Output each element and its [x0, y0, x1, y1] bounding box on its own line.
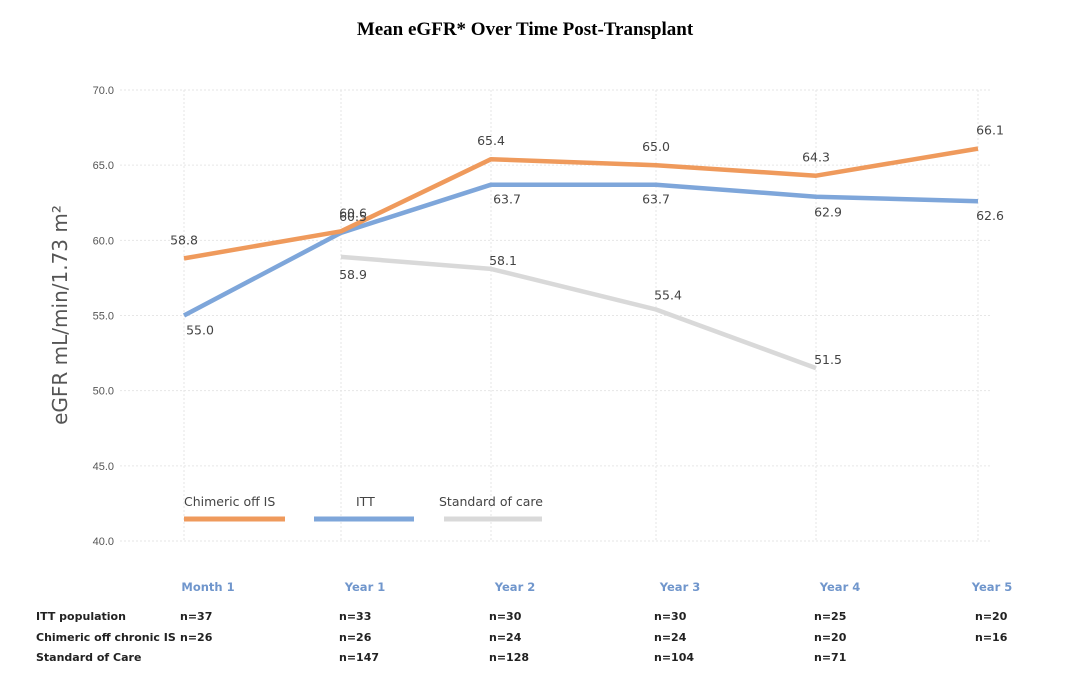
- n-table-cell: n=30: [654, 610, 687, 623]
- n-table-row-label: Chimeric off chronic IS: [36, 631, 176, 644]
- y-tick-label: 60.0: [93, 235, 114, 247]
- x-category-label: Year 4: [819, 580, 861, 594]
- data-label: 58.9: [339, 267, 367, 282]
- n-table-cell: n=37: [180, 610, 212, 623]
- n-table-cell: n=16: [975, 631, 1008, 644]
- data-label: 62.9: [814, 205, 842, 220]
- legend-label: Standard of care: [439, 494, 543, 509]
- n-table-cell: n=71: [814, 651, 846, 664]
- x-category-label: Month 1: [181, 580, 234, 594]
- n-table-cell: n=147: [339, 651, 379, 664]
- data-label: 55.4: [654, 287, 682, 302]
- n-table-cell: n=24: [489, 631, 522, 644]
- data-label: 63.7: [493, 192, 521, 207]
- data-label: 60.5: [339, 209, 367, 224]
- legend: Chimeric off IS ITT Standard of care: [184, 494, 543, 522]
- x-axis-categories: Month 1 Year 1 Year 2 Year 3 Year 4 Year 5: [181, 580, 1012, 594]
- data-label: 60.6: [339, 205, 367, 220]
- legend-label: Chimeric off IS: [184, 494, 275, 509]
- data-label: 58.8: [170, 232, 198, 247]
- n-table-cell: n=128: [489, 651, 529, 664]
- series-lines: [182, 146, 979, 371]
- data-label: 58.1: [489, 253, 517, 268]
- chart-title: Mean eGFR* Over Time Post-Transplant: [357, 19, 694, 40]
- series-line-chimeric-off-is: [183, 146, 979, 261]
- data-label: 55.0: [186, 323, 214, 338]
- x-category-label: Year 5: [971, 580, 1013, 594]
- n-table-cell: n=33: [339, 610, 371, 623]
- x-category-label: Year 3: [659, 580, 701, 594]
- data-label: 63.7: [642, 192, 670, 207]
- series-line-standard-of-care: [340, 254, 817, 371]
- n-table-cell: n=104: [654, 651, 694, 664]
- n-table-cell: n=30: [489, 610, 522, 623]
- y-tick-label: 65.0: [93, 160, 114, 172]
- legend-label: ITT: [356, 494, 375, 509]
- y-axis-ticks: 40.0 45.0 50.0 55.0 60.0 65.0 70.0: [93, 85, 114, 548]
- data-label: 64.3: [802, 150, 830, 165]
- data-label: 62.6: [976, 208, 1004, 223]
- y-tick-label: 70.0: [93, 85, 114, 97]
- data-labels: 58.8 60.6 65.4 65.0 64.3 66.1 55.0 60.5 63.7 63.7…: [170, 123, 1004, 367]
- y-tick-label: 55.0: [93, 311, 114, 323]
- data-label: 51.5: [814, 352, 842, 367]
- data-label: 65.4: [477, 133, 505, 148]
- x-category-label: Year 1: [344, 580, 386, 594]
- data-label: 66.1: [976, 123, 1004, 138]
- n-table-cell: n=20: [814, 631, 847, 644]
- n-table: ITT population n=37 n=33 n=30 n=30 n=25 n=20 Ch…: [36, 610, 1008, 664]
- gridlines: [120, 89, 990, 542]
- y-tick-label: 45.0: [93, 461, 114, 473]
- y-tick-label: 40.0: [93, 536, 114, 548]
- n-table-cell: n=26: [339, 631, 372, 644]
- y-axis-label: eGFR mL/min/1.73 m²: [48, 205, 72, 425]
- y-tick-label: 50.0: [93, 386, 114, 398]
- n-table-cell: n=25: [814, 610, 846, 623]
- n-table-cell: n=26: [180, 631, 213, 644]
- n-table-row-label: ITT population: [36, 610, 126, 623]
- x-category-label: Year 2: [494, 580, 536, 594]
- n-table-cell: n=24: [654, 631, 687, 644]
- n-table-row-label: Standard of Care: [36, 651, 141, 664]
- n-table-cell: n=20: [975, 610, 1008, 623]
- data-label: 65.0: [642, 139, 670, 154]
- series-line-itt: [182, 182, 979, 318]
